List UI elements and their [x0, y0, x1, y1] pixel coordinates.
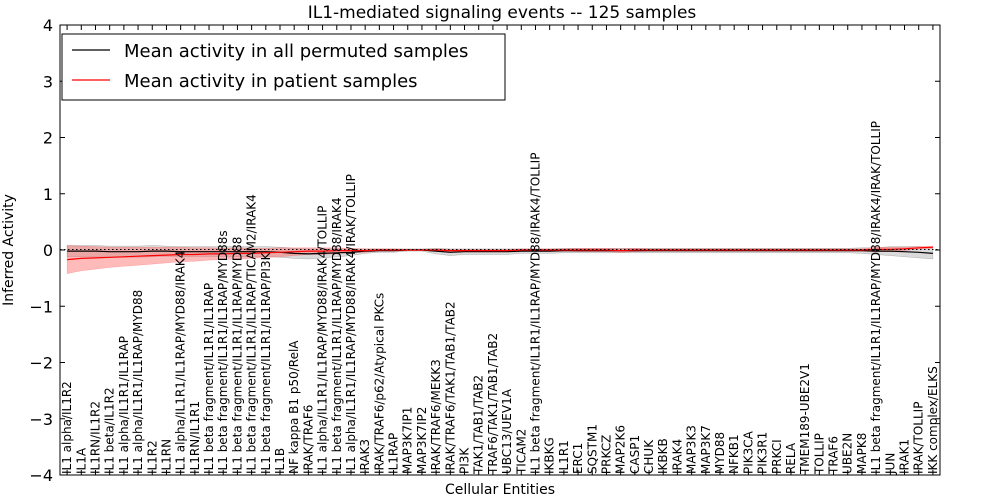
legend-label-permuted: Mean activity in all permuted samples — [124, 41, 468, 62]
legend-label-patient: Mean activity in patient samples — [124, 71, 418, 92]
category-label-50: PRKCI — [770, 439, 784, 474]
category-label-48: PIK3CA — [741, 430, 755, 474]
category-label-15: IL1B — [273, 448, 287, 474]
category-label-3: IL1 beta/IL1R2 — [103, 387, 117, 474]
category-label-27: IRAK/TRAF6/TAK1/TAB1/TAB2 — [443, 301, 457, 474]
y-tick-label-2: 2 — [43, 129, 53, 148]
category-label-2: IL1RN/IL1R2 — [89, 401, 103, 474]
category-label-43: IRAK4 — [670, 439, 684, 474]
category-label-28: PI3K — [458, 447, 472, 474]
x-axis-label: Cellular Entities — [445, 482, 555, 498]
category-label-20: IL1 alpha/IL1R1/IL1RAP/MYD88/IRAK4/IRAK/… — [344, 174, 358, 474]
category-label-8: IL1 alpha/IL1R1/IL1RAP/MYD88/IRAK4 — [174, 251, 188, 474]
category-label-58: JUN — [883, 453, 897, 475]
category-label-16: NF kappa B1 p50/RelA — [287, 340, 301, 474]
category-label-39: MAP2K6 — [614, 425, 628, 474]
category-label-18: IL1 alpha/IL1R1/IL1RAP/MYD88/IRAK4/TOLLI… — [316, 206, 330, 474]
category-labels: IL1 alpha/IL1R2 IL1A IL1RN/IL1R2 IL1 beta/I… — [60, 25, 940, 475]
category-label-37: SQSTM1 — [585, 424, 599, 474]
category-label-56: MAPK8 — [855, 433, 869, 474]
category-label-31: UBC13/UEV1A — [500, 388, 514, 474]
category-label-13: IL1 beta fragment/IL1R1/IL1RAP/TICAM2/IR… — [245, 194, 259, 474]
legend: Mean activity in all permuted samples Me… — [61, 33, 506, 101]
category-label-51: RELA — [784, 442, 798, 474]
category-label-61: IKK complex/ELKS — [926, 366, 940, 474]
category-label-21: IRAK3 — [358, 439, 372, 474]
category-label-10: IL1 beta fragment/IL1R1/IL1RAP — [202, 283, 216, 474]
category-label-45: MAP3K7 — [699, 425, 713, 474]
y-tick-label-4: 0 — [43, 241, 53, 260]
category-label-46: MYD88 — [713, 432, 727, 474]
category-label-49: PIK3R1 — [756, 432, 770, 474]
y-tick-label-6: −2 — [29, 354, 53, 373]
plot-frame — [59, 24, 941, 476]
category-label-36: ERC1 — [571, 443, 585, 474]
category-label-12: IL1 beta fragment/IL1R1/IL1RAP/MYD88 — [230, 237, 244, 474]
category-label-54: TRAF6 — [827, 436, 841, 475]
category-label-9: IL1RN/IL1R1 — [188, 401, 202, 474]
category-label-34: IKBKG — [543, 437, 557, 474]
category-label-4: IL1 alpha/IL1R1/IL1RAP — [117, 336, 131, 474]
category-label-59: IRAK1 — [898, 439, 912, 474]
category-label-53: TOLLIP — [812, 433, 826, 475]
y-tick-label-3: 1 — [43, 185, 53, 204]
category-label-57: IL1 beta fragment/IL1R1/IL1RAP/MYD88/IRA… — [869, 121, 883, 474]
category-label-7: IL1RN — [160, 439, 174, 474]
category-label-52: TMEM189-UBE2V1 — [798, 363, 812, 475]
category-label-24: MAP3K7IP1 — [401, 407, 415, 474]
y-tick-label-1: 3 — [43, 72, 53, 91]
y-tick-label-8: −4 — [29, 466, 53, 485]
category-label-25: MAP3K7IP2 — [415, 407, 429, 474]
category-label-33: IL1 beta fragment/IL1R1/IL1RAP/MYD88/IRA… — [529, 153, 543, 474]
category-label-23: IL1RAP — [387, 433, 401, 474]
y-tick-label-5: −1 — [29, 297, 53, 316]
category-label-40: CASP1 — [628, 435, 642, 474]
category-label-35: IL1R1 — [557, 440, 571, 474]
y-tick-label-7: −3 — [29, 410, 53, 429]
category-label-19: IL1 beta fragment/IL1R1/IL1RAP/MYD88/IRA… — [330, 198, 344, 475]
category-label-47: NFKB1 — [727, 434, 741, 474]
category-label-32: TICAM2 — [514, 429, 528, 475]
category-label-17: IRAK/TRAF6 — [301, 405, 315, 474]
category-label-5: IL1 alpha/IL1R1/IL1RAP/MYD88 — [131, 290, 145, 474]
category-label-60: IRAK/TOLLIP — [912, 402, 926, 474]
category-label-30: TRAF6/TAK1/TAB1/TAB2 — [486, 333, 500, 475]
category-label-42: IKBKB — [656, 438, 670, 474]
category-label-1: IL1A — [74, 447, 88, 474]
category-label-41: CHUK — [642, 439, 656, 474]
category-label-55: UBE2N — [841, 433, 855, 474]
y-axis-label: Inferred Activity — [1, 194, 17, 306]
category-label-22: IRAK/TRAF6/p62/Atypical PKCs — [372, 293, 386, 474]
category-label-29: TAK1/TAB1/TAB2 — [472, 375, 486, 475]
chart-title: IL1-mediated signaling events -- 125 sam… — [308, 3, 697, 23]
category-label-26: IRAK/TRAF6/MEKK3 — [429, 359, 443, 474]
y-tick-label-0: 4 — [43, 16, 53, 35]
category-label-0: IL1 alpha/IL1R2 — [60, 381, 74, 474]
category-label-14: IL1 beta fragment/IL1R1/IL1RAP/PI3K — [259, 251, 273, 474]
category-label-6: IL1R2 — [145, 440, 159, 474]
category-label-44: MAP3K3 — [685, 425, 699, 474]
category-label-38: PRKCZ — [600, 435, 614, 474]
category-label-11: IL1 beta fragment/IL1R1/IL1RAP/MYD88s — [216, 230, 230, 474]
legend-box — [61, 33, 506, 101]
